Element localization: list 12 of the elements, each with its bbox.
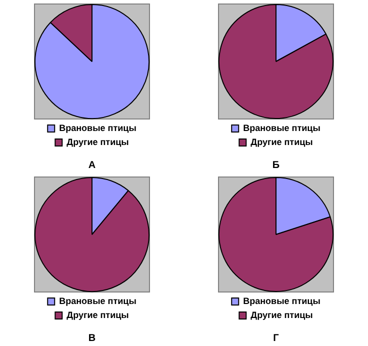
text: Г — [273, 332, 280, 344]
legend-label: Врановые птицы — [243, 122, 321, 133]
legend-label: Другие птицы — [66, 136, 130, 147]
text: В — [88, 332, 96, 344]
legend-label: Врановые птицы — [59, 296, 137, 306]
text: Б — [272, 160, 280, 171]
legend-label: Другие птицы — [250, 136, 314, 147]
legend-label: Врановые птицы — [59, 122, 137, 133]
legend-label: Врановые птицы — [243, 296, 321, 306]
legend-label: Другие птицы — [250, 310, 314, 320]
text: А — [88, 160, 96, 171]
legend-label: Другие птицы — [66, 310, 130, 320]
